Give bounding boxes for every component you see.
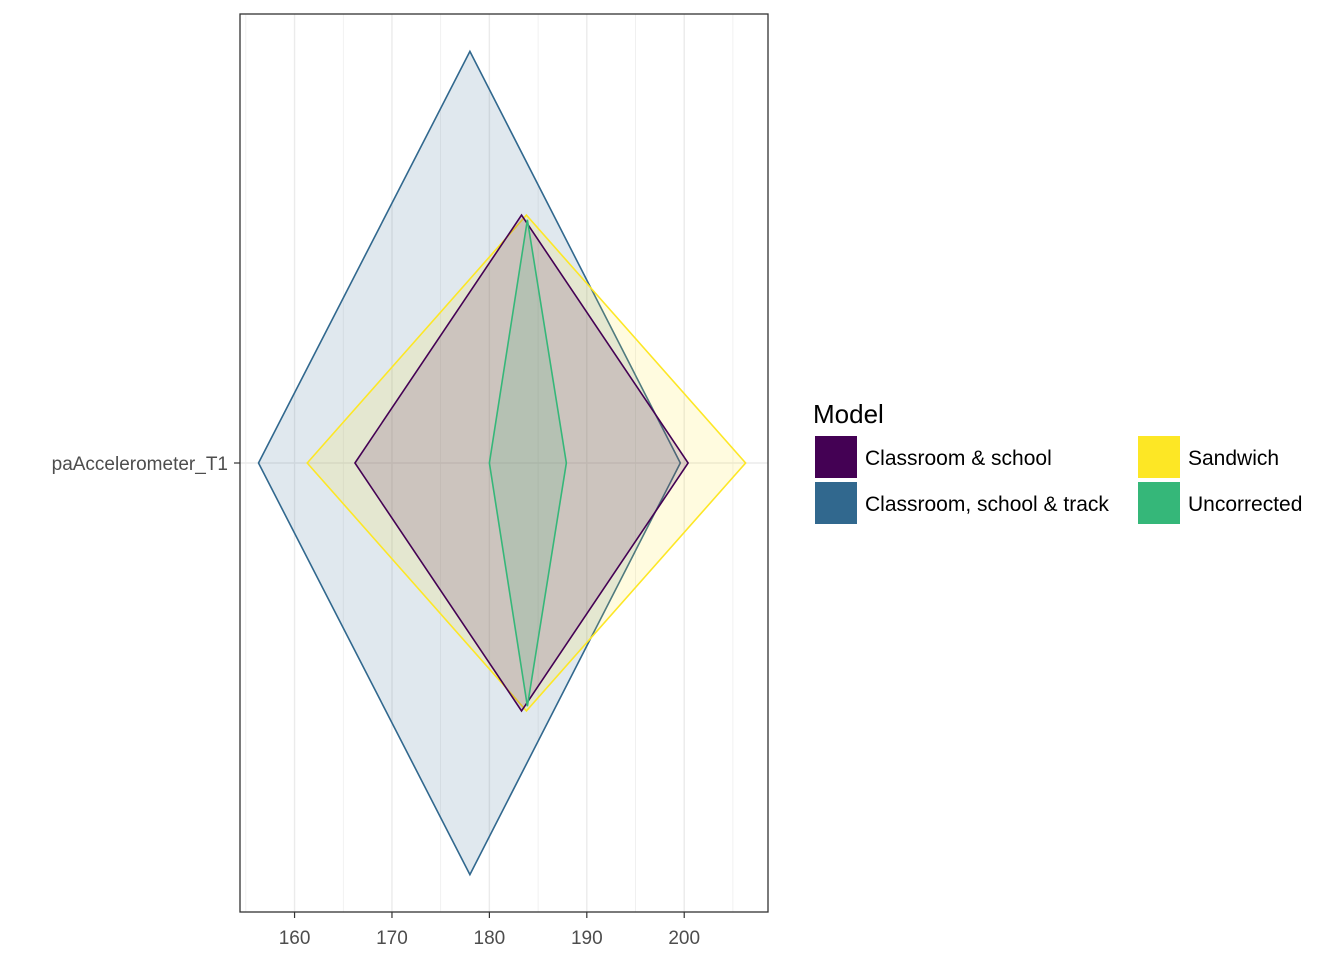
x-tick-label: 170 <box>376 928 408 949</box>
diamonds <box>257 49 747 877</box>
y-tick-label: paAccelerometer_T1 <box>52 454 228 475</box>
x-tick-label: 200 <box>668 928 700 949</box>
legend-label: Sandwich <box>1188 447 1279 470</box>
diamond-sandwich <box>306 213 747 713</box>
x-tick-label: 190 <box>571 928 603 949</box>
diamond-classroom-school-track <box>257 49 682 877</box>
legend-label: Classroom & school <box>865 447 1052 470</box>
grid-lines <box>240 14 768 912</box>
legend-label: Classroom, school & track <box>865 493 1109 516</box>
legend: Model Classroom & school Classroom, schoo… <box>813 399 1302 524</box>
legend-swatch <box>1138 482 1180 524</box>
legend-swatch <box>1138 436 1180 478</box>
legend-swatch <box>815 436 857 478</box>
x-tick-label: 180 <box>474 928 506 949</box>
legend-label: Uncorrected <box>1188 493 1302 516</box>
legend-title: Model <box>813 399 884 429</box>
x-tick-label: 160 <box>279 928 311 949</box>
diamond-classroom-school <box>353 213 690 713</box>
axes: 160 170 180 190 200 paAccelerometer_T1 <box>52 454 700 949</box>
legend-swatch <box>815 482 857 524</box>
diamond-uncorrected <box>488 219 568 707</box>
